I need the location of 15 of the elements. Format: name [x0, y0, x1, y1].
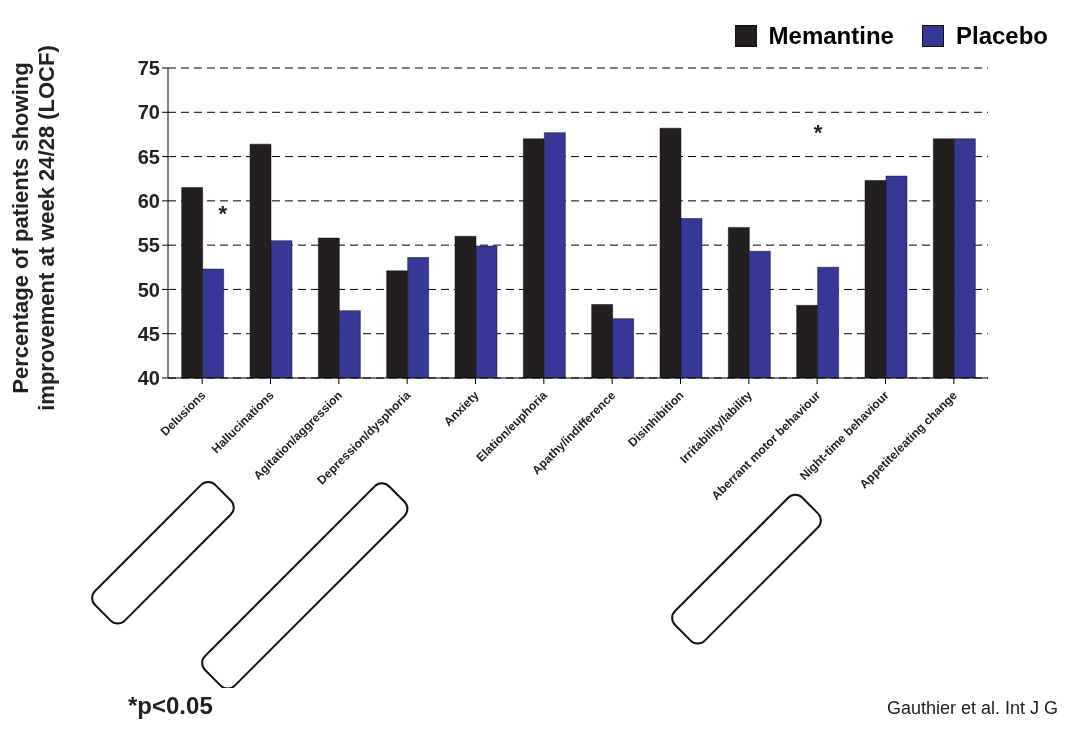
- y-axis-title: Percentage of patients showing improvement at week 24/28 (LOCF): [8, 44, 60, 413]
- y-tick-label: 60: [137, 189, 160, 212]
- text: *p<0.05: [128, 692, 213, 720]
- legend-label: Memantine: [768, 22, 894, 50]
- annotation: *: [813, 120, 823, 146]
- annotation: *: [218, 201, 228, 227]
- text: Gauthier et al. Int J G: [886, 698, 1058, 719]
- y-tick-label: 55: [137, 234, 160, 257]
- y-tick-label: 50: [137, 278, 160, 301]
- y-tick-label: 70: [137, 101, 160, 124]
- legend-label: Placebo: [955, 22, 1048, 50]
- y-tick-label: 40: [137, 367, 160, 390]
- y-tick-label: 75: [137, 57, 160, 80]
- y-tick-label: 65: [137, 145, 160, 168]
- y-tick-label: 45: [137, 322, 160, 345]
